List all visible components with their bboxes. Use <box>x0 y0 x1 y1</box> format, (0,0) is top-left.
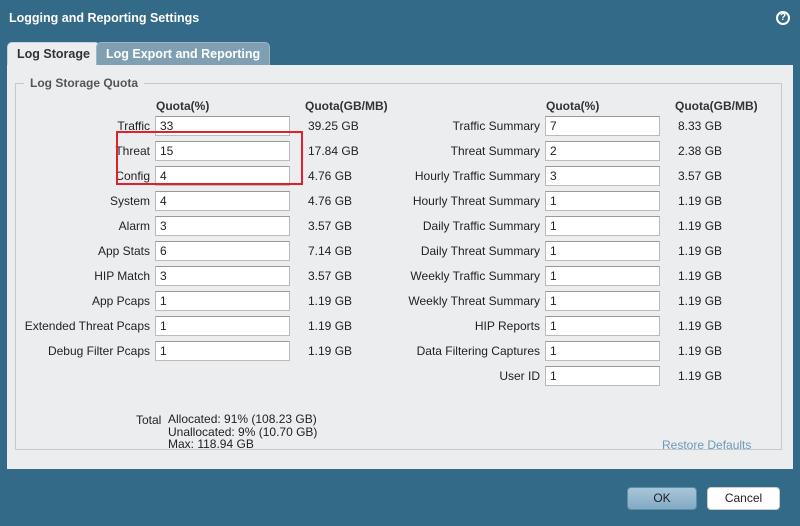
hourly-traffic-summary-size: 3.57 GB <box>678 169 723 183</box>
traffic-summary-size: 8.33 GB <box>678 119 723 133</box>
hourly-threat-summary-size: 1.19 GB <box>678 194 723 208</box>
weekly-traffic-summary-size: 1.19 GB <box>678 269 723 283</box>
app-pcaps-size: 1.19 GB <box>308 294 353 308</box>
weekly-threat-summary-label: Weekly Threat Summary <box>408 294 540 308</box>
content-panel: Quota(%) Quota(GB/MB) Quota(%) Quota(GB/… <box>7 65 793 469</box>
help-icon[interactable]: ? <box>776 11 790 25</box>
hip-match-size: 3.57 GB <box>308 269 353 283</box>
weekly-threat-summary-quota-input[interactable] <box>545 291 660 311</box>
traffic-summary-label: Traffic Summary <box>452 119 540 133</box>
fieldset-legend: Log Storage Quota <box>24 76 144 90</box>
daily-threat-summary-label: Daily Threat Summary <box>420 244 540 258</box>
app-stats-size: 7.14 GB <box>308 244 353 258</box>
alarm-size: 3.57 GB <box>308 219 353 233</box>
data-filtering-captures-quota-input[interactable] <box>545 341 660 361</box>
config-size: 4.76 GB <box>308 169 353 183</box>
app-pcaps-label: App Pcaps <box>91 294 150 308</box>
tab-log-export-and-reporting[interactable]: Log Export and Reporting <box>96 42 271 66</box>
hip-reports-size: 1.19 GB <box>678 319 723 333</box>
threat-quota-input[interactable] <box>155 141 290 161</box>
left-quota-pct-header: Quota(%) <box>156 99 210 113</box>
daily-traffic-summary-label: Daily Traffic Summary <box>422 219 540 233</box>
highlight-box <box>116 131 303 185</box>
threat-label: Threat <box>115 144 150 158</box>
totals: Allocated: 91% (108.23 GB) Unallocated: … <box>168 413 317 451</box>
extended-threat-pcaps-quota-input[interactable] <box>155 316 290 336</box>
user-id-label: User ID <box>499 369 540 383</box>
threat-size: 17.84 GB <box>308 144 359 158</box>
debug-filter-pcaps-size: 1.19 GB <box>308 344 353 358</box>
system-size: 4.76 GB <box>308 194 353 208</box>
user-id-quota-input[interactable] <box>545 366 660 386</box>
debug-filter-pcaps-label: Debug Filter Pcaps <box>47 344 150 358</box>
weekly-traffic-summary-label: Weekly Traffic Summary <box>410 269 540 283</box>
hip-reports-label: HIP Reports <box>474 319 540 333</box>
cancel-button[interactable]: Cancel <box>707 487 780 510</box>
log-storage-quota-fieldset: Quota(%) Quota(GB/MB) Quota(%) Quota(GB/… <box>15 83 782 452</box>
hip-match-label: HIP Match <box>94 269 150 283</box>
hip-reports-quota-input[interactable] <box>545 316 660 336</box>
hourly-threat-summary-quota-input[interactable] <box>545 191 660 211</box>
system-label: System <box>109 194 150 208</box>
weekly-traffic-summary-quota-input[interactable] <box>545 266 660 286</box>
unallocated-text: Unallocated: 9% (10.70 GB) <box>168 424 318 439</box>
tab-log-storage[interactable]: Log Storage <box>7 42 100 66</box>
right-quota-size-header: Quota(GB/MB) <box>675 99 758 113</box>
allocated-text: Allocated: 91% (108.23 GB) <box>168 412 317 426</box>
max-text: Max: 118.94 GB <box>168 437 254 451</box>
user-id-size: 1.19 GB <box>678 369 723 383</box>
app-stats-quota-input[interactable] <box>155 241 290 261</box>
daily-traffic-summary-quota-input[interactable] <box>545 216 660 236</box>
data-filtering-captures-size: 1.19 GB <box>678 344 723 358</box>
traffic-size: 39.25 GB <box>308 119 359 133</box>
app-pcaps-quota-input[interactable] <box>155 291 290 311</box>
hourly-threat-summary-label: Hourly Threat Summary <box>412 194 540 208</box>
hourly-traffic-summary-label: Hourly Traffic Summary <box>414 169 540 183</box>
alarm-quota-input[interactable] <box>155 216 290 236</box>
traffic-summary-quota-input[interactable] <box>545 116 660 136</box>
right-quota-pct-header: Quota(%) <box>546 99 600 113</box>
threat-summary-quota-input[interactable] <box>545 141 660 161</box>
hourly-traffic-summary-quota-input[interactable] <box>545 166 660 186</box>
config-quota-input[interactable] <box>155 166 290 186</box>
total-label: Total <box>136 413 162 427</box>
dialog-title: Logging and Reporting Settings <box>9 11 200 25</box>
restore-defaults-link[interactable]: Restore Defaults <box>662 438 752 452</box>
daily-traffic-summary-size: 1.19 GB <box>678 219 723 233</box>
system-quota-input[interactable] <box>155 191 290 211</box>
daily-threat-summary-quota-input[interactable] <box>545 241 660 261</box>
threat-summary-size: 2.38 GB <box>678 144 723 158</box>
ok-button[interactable]: OK <box>627 487 697 510</box>
hip-match-quota-input[interactable] <box>155 266 290 286</box>
left-quota-size-header: Quota(GB/MB) <box>305 99 388 113</box>
data-filtering-captures-label: Data Filtering Captures <box>416 344 540 358</box>
alarm-label: Alarm <box>118 219 150 233</box>
daily-threat-summary-size: 1.19 GB <box>678 244 723 258</box>
extended-threat-pcaps-label: Extended Threat Pcaps <box>24 319 150 333</box>
debug-filter-pcaps-quota-input[interactable] <box>155 341 290 361</box>
traffic-label: Traffic <box>117 119 150 133</box>
config-label: Config <box>115 169 150 183</box>
weekly-threat-summary-size: 1.19 GB <box>678 294 723 308</box>
threat-summary-label: Threat Summary <box>450 144 540 158</box>
extended-threat-pcaps-size: 1.19 GB <box>308 319 353 333</box>
app-stats-label: App Stats <box>97 244 150 258</box>
